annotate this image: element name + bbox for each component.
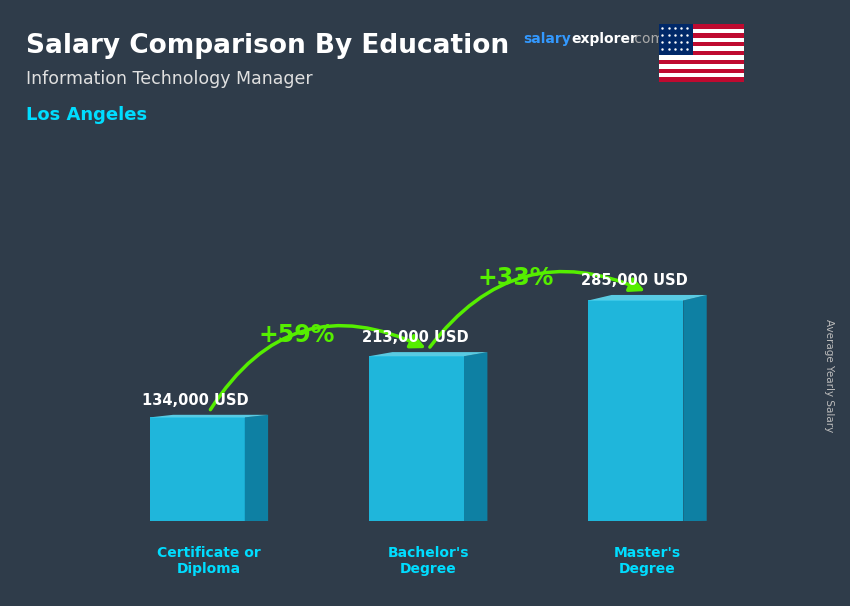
Bar <box>659 55 744 59</box>
Bar <box>659 42 744 47</box>
Text: .com: .com <box>631 32 665 45</box>
Bar <box>659 78 744 82</box>
Text: Average Yearly Salary: Average Yearly Salary <box>824 319 834 432</box>
Polygon shape <box>683 295 706 521</box>
Text: 285,000 USD: 285,000 USD <box>581 273 688 288</box>
Bar <box>659 73 744 78</box>
Bar <box>659 28 744 33</box>
Text: +33%: +33% <box>478 265 554 290</box>
Text: Certificate or
Diploma: Certificate or Diploma <box>157 546 261 576</box>
Text: Information Technology Manager: Information Technology Manager <box>26 70 312 88</box>
Polygon shape <box>369 356 464 521</box>
Bar <box>659 38 744 42</box>
Polygon shape <box>464 352 487 521</box>
Bar <box>659 68 744 73</box>
Bar <box>659 51 744 55</box>
Polygon shape <box>150 415 268 418</box>
Polygon shape <box>245 415 268 521</box>
Bar <box>659 24 693 55</box>
Bar <box>659 33 744 38</box>
Text: Salary Comparison By Education: Salary Comparison By Education <box>26 33 508 59</box>
Text: +59%: +59% <box>258 323 335 347</box>
Text: Bachelor's
Degree: Bachelor's Degree <box>388 546 469 576</box>
Text: Los Angeles: Los Angeles <box>26 106 146 124</box>
Polygon shape <box>150 418 245 521</box>
Bar <box>659 47 744 51</box>
Text: salary: salary <box>523 32 570 45</box>
Text: 134,000 USD: 134,000 USD <box>142 393 249 408</box>
Text: Master's
Degree: Master's Degree <box>614 546 681 576</box>
Text: explorer: explorer <box>571 32 638 45</box>
Bar <box>659 24 744 28</box>
Polygon shape <box>369 352 487 356</box>
Polygon shape <box>588 295 706 301</box>
Polygon shape <box>588 301 683 521</box>
Bar <box>659 64 744 68</box>
Bar <box>659 59 744 64</box>
Text: 213,000 USD: 213,000 USD <box>362 330 468 345</box>
